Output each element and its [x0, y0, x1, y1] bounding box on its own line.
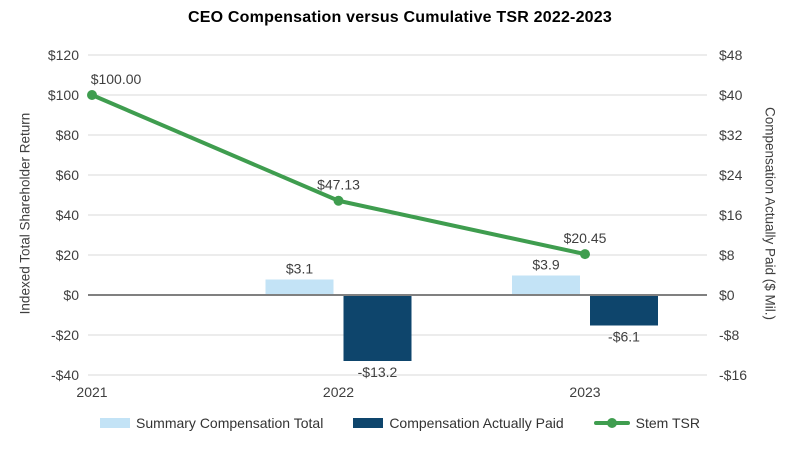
right-axis-tick-label: $24 — [719, 167, 743, 183]
bar-data-label: -$13.2 — [358, 364, 398, 380]
bar-data-label: $3.1 — [286, 261, 313, 277]
right-axis-tick-label: $32 — [719, 127, 743, 143]
right-axis-tick-label: $16 — [719, 207, 743, 223]
legend-label-compensation-actually-paid: Compensation Actually Paid — [389, 415, 564, 431]
left-axis-tick-label: $20 — [56, 247, 80, 263]
legend: Summary Compensation Total Compensation … — [0, 415, 800, 431]
line-data-label: $20.45 — [564, 230, 607, 246]
legend-item-compensation-actually-paid: Compensation Actually Paid — [353, 415, 564, 431]
bar-comp-paid-2023 — [590, 295, 658, 326]
left-axis-tick-label: $60 — [56, 167, 80, 183]
left-axis-tick-label: $100 — [48, 87, 79, 103]
right-axis-tick-label: $40 — [719, 87, 743, 103]
bar-data-label: $3.9 — [532, 257, 559, 273]
left-axis-tick-label: -$40 — [51, 367, 79, 383]
right-axis-tick-label: -$16 — [719, 367, 747, 383]
right-axis-tick-label: $0 — [719, 287, 735, 303]
left-axis-tick-label: $40 — [56, 207, 80, 223]
right-axis-tick-label: -$8 — [719, 327, 739, 343]
summary-compensation-swatch — [100, 418, 131, 428]
x-axis-label-2023: 2023 — [569, 384, 600, 400]
left-axis-tick-label: -$20 — [51, 327, 79, 343]
bar-summary-comp-2022 — [265, 279, 334, 295]
x-axis-label-2022: 2022 — [323, 384, 354, 400]
x-axis-label-2021: 2021 — [76, 384, 107, 400]
stem-tsr-point-2021 — [87, 90, 97, 100]
compensation-actually-paid-swatch — [353, 418, 384, 428]
right-axis-tick-label: $48 — [719, 47, 743, 63]
stem-tsr-dot-icon — [606, 418, 617, 428]
left-axis-tick-label: $80 — [56, 127, 80, 143]
left-axis-tick-label: $0 — [63, 287, 79, 303]
legend-label-stem-tsr: Stem TSR — [635, 415, 700, 431]
stem-tsr-line-marker — [593, 418, 630, 428]
stem-tsr-point-2022 — [333, 195, 344, 206]
legend-item-stem-tsr: Stem TSR — [593, 415, 700, 431]
right-axis-tick-label: $8 — [719, 247, 735, 263]
stem-tsr-point-2023 — [580, 249, 590, 260]
bar-data-label: -$6.1 — [608, 329, 640, 345]
bar-summary-comp-2023 — [512, 275, 580, 295]
line-data-label: $100.00 — [91, 71, 142, 87]
bar-comp-paid-2022 — [343, 295, 412, 361]
legend-item-summary-compensation-total: Summary Compensation Total — [100, 415, 323, 431]
chart-title: CEO Compensation versus Cumulative TSR 2… — [188, 9, 612, 26]
line-data-label: $47.13 — [317, 177, 360, 193]
left-axis-tick-label: $120 — [48, 47, 79, 63]
legend-label-summary-compensation: Summary Compensation Total — [136, 415, 324, 431]
